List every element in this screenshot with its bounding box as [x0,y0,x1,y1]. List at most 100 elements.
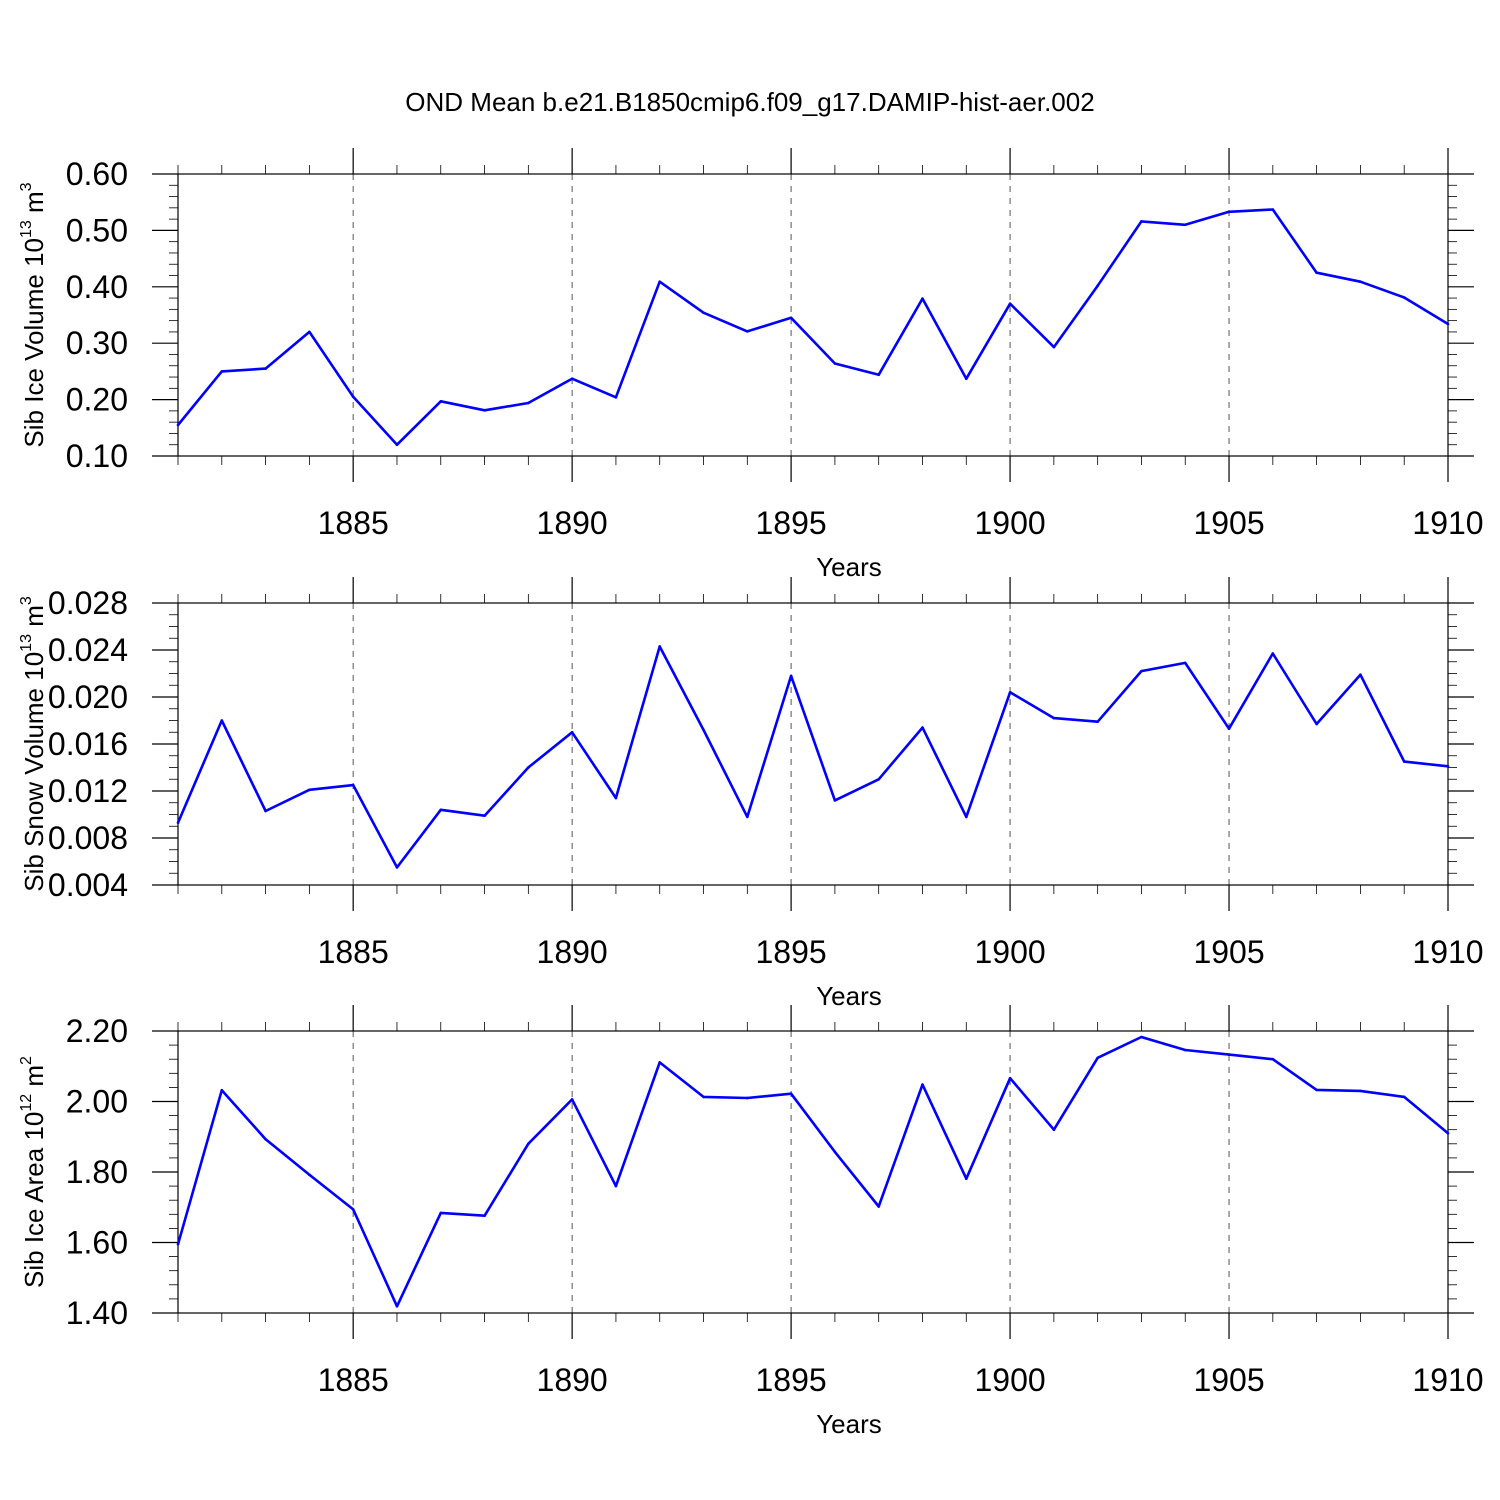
y-tick-label: 0.60 [66,156,128,192]
data-point [1402,296,1406,299]
data-point [1271,208,1275,211]
y-tick-label: 2.20 [66,1013,128,1049]
data-point [702,311,705,315]
data-point [570,377,574,381]
data-point [1008,302,1012,306]
data-point [877,777,880,781]
data-point [176,1242,180,1246]
x-tick-label: 1885 [318,1362,389,1398]
data-point [527,401,530,405]
data-point [1008,1076,1012,1080]
data-point [1271,1057,1275,1061]
x-tick-label: 1890 [537,505,608,541]
data-point [789,316,793,320]
data-point [1227,210,1231,214]
data-point [1140,220,1143,223]
data-point [1183,223,1187,227]
data-point [1359,280,1362,284]
data-point [1315,271,1318,275]
data-point [220,719,224,722]
data-point [1359,1089,1362,1093]
data-point [614,1184,618,1188]
y-tick-label: 0.30 [66,325,128,361]
data-point [1008,691,1012,694]
chart-panel-1: 1885 1890 1895 1900 1905 1910 Years 0.10 0.20 0.3… [18,148,1484,582]
data-point [308,1173,311,1177]
data-point [1315,722,1318,726]
data-point [308,788,311,792]
data-point [395,1305,399,1308]
series-line [176,1035,1449,1308]
x-tick-label: 1895 [756,505,827,541]
y-tick-label: 1.80 [66,1154,128,1190]
series-line [176,208,1449,447]
x-tick-label: 1905 [1193,934,1264,970]
y-axis-label: Sib Snow Volume 1013 m3 [18,596,49,892]
chart-panel-3: 1885 1890 1895 1900 1905 1910 Years 1.40 1.60 1.8… [18,1005,1484,1439]
x-tick-label: 1895 [756,934,827,970]
data-point [1096,720,1099,723]
data-point [220,1088,224,1092]
data-point [833,1150,837,1154]
x-tick-label: 1910 [1412,1362,1483,1398]
data-point [439,399,443,403]
data-point [1446,765,1450,768]
x-tick-label: 1890 [537,934,608,970]
y-tick-label: 0.20 [66,382,128,418]
y-tick-label: 0.004 [48,867,128,903]
data-point [439,1211,443,1215]
data-point [964,1177,968,1180]
data-point [1402,760,1406,763]
data-point [1446,322,1450,326]
data-point [658,645,662,648]
data-point [877,1205,880,1208]
y-tick-label: 0.012 [48,773,128,809]
data-point [1359,673,1362,676]
data-point [1227,727,1231,731]
y-tick-label: 1.60 [66,1225,128,1261]
data-point [264,809,267,813]
data-point [1052,345,1056,349]
y-tick-label: 0.50 [66,212,128,248]
x-tick-label: 1900 [974,934,1045,970]
x-tick-label: 1885 [318,934,389,970]
y-tick-label: 1.40 [66,1295,128,1331]
data-point [176,423,180,427]
data-point [1315,1088,1318,1092]
data-point [264,1137,267,1141]
data-point [570,730,574,734]
data-point [395,443,399,447]
x-tick-label: 1900 [974,505,1045,541]
y-axis-label: Sib Ice Area 1012 m2 [18,1056,49,1288]
data-point [921,726,924,729]
chart-panel-2: 1885 1890 1895 1900 1905 1910 Years 0.004 0.008 0… [18,577,1484,1011]
x-axis-label: Years [816,981,882,1011]
y-tick-label: 0.008 [48,820,128,856]
x-tick-label: 1910 [1412,505,1483,541]
data-point [1096,284,1099,287]
data-point [746,815,749,819]
data-point [439,808,443,812]
data-point [614,796,618,800]
data-point [570,1098,574,1101]
data-point [1271,652,1275,655]
data-point [658,1061,662,1064]
data-point [395,866,399,869]
y-tick-label: 0.028 [48,585,128,621]
data-point [1052,1128,1056,1131]
data-point [351,783,355,787]
data-point [1402,1095,1406,1099]
data-point [1227,1053,1231,1056]
y-tick-label: 0.016 [48,726,128,762]
x-tick-label: 1910 [1412,934,1483,970]
data-point [833,799,837,802]
data-point [1140,669,1143,673]
data-point [877,373,880,377]
data-point [1052,716,1056,720]
data-point [1096,1056,1099,1060]
data-point [351,1208,355,1211]
data-point [921,297,924,300]
data-point [746,330,749,333]
y-tick-label: 0.024 [48,632,128,668]
